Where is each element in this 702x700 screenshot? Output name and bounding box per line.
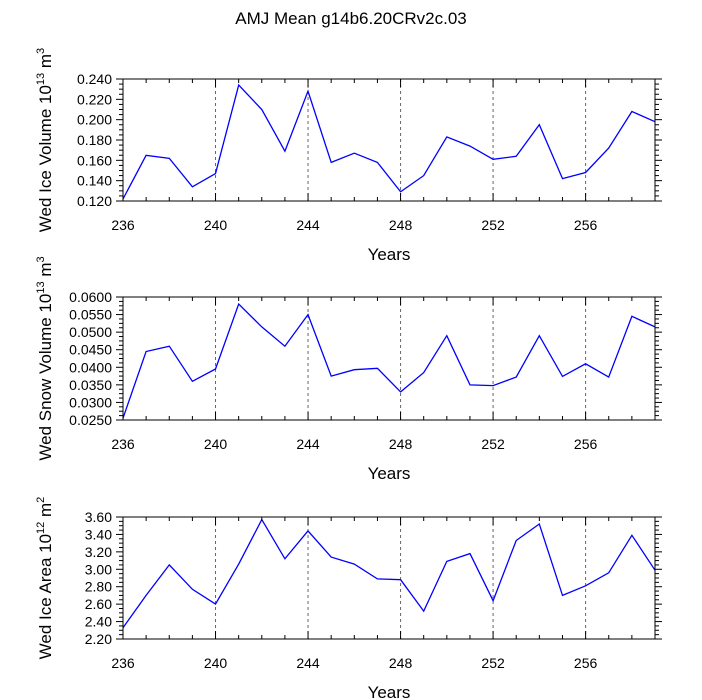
y-tick-label: 2.80	[85, 579, 112, 595]
x-tick-label: 244	[296, 436, 320, 452]
x-tick-label: 236	[111, 436, 135, 452]
y-tick-label: 0.0250	[69, 412, 112, 428]
y-tick-label: 0.0300	[69, 394, 112, 410]
x-tick-label: 240	[204, 436, 228, 452]
data-series-line	[122, 302, 656, 419]
plot-frame	[122, 516, 656, 640]
y-tick-label: 3.00	[85, 561, 112, 577]
y-tick-label: 0.0350	[69, 377, 112, 393]
y-tick-label: 3.20	[85, 544, 112, 560]
panels: 236 240 244 248 252 256 0.120 0.140 0.160 0.180 0.…	[35, 48, 662, 700]
x-tick-label: 244	[296, 217, 320, 233]
y-tick-label: 2.40	[85, 614, 112, 630]
x-tick-label: 236	[111, 655, 135, 671]
x-tick-label: 236	[111, 217, 135, 233]
y-axis-label: Wed Snow Volume 1013 m3	[35, 256, 55, 460]
x-tick-label: 252	[481, 436, 505, 452]
y-tick-label: 0.0450	[69, 342, 112, 358]
y-tick-label: 0.200	[77, 112, 112, 128]
y-tick-label: 0.0400	[69, 359, 112, 375]
figure-title: AMJ Mean g14b6.20CRv2c.03	[235, 9, 467, 28]
x-tick-label: 248	[389, 436, 413, 452]
x-tick-label: 256	[574, 436, 598, 452]
x-tick-label: 244	[296, 655, 320, 671]
chart-panel-1: 236 240 244 248 252 256 0.120 0.140 0.160 0.180 0.…	[35, 48, 662, 264]
x-tick-label: 240	[204, 217, 228, 233]
y-tick-label: 2.60	[85, 596, 112, 612]
x-axis-label: Years	[368, 683, 411, 700]
y-tick-label: 3.60	[85, 509, 112, 525]
y-tick-label: 0.220	[77, 91, 112, 107]
x-axis-label: Years	[368, 245, 411, 264]
x-tick-label: 248	[389, 217, 413, 233]
y-tick-label: 0.180	[77, 132, 112, 148]
y-tick-label: 3.40	[85, 526, 112, 542]
x-tick-label: 256	[574, 217, 598, 233]
y-tick-label: 0.0600	[69, 289, 112, 305]
y-axis-label: Wed Ice Volume 1013 m3	[35, 48, 55, 232]
data-series-line	[122, 518, 656, 629]
y-tick-label: 0.0500	[69, 324, 112, 340]
plot-frame	[122, 78, 656, 202]
y-tick-label: 0.120	[77, 193, 112, 209]
x-tick-label: 252	[481, 217, 505, 233]
y-tick-label: 0.140	[77, 173, 112, 189]
y-tick-label: 2.20	[85, 631, 112, 647]
y-tick-label: 0.240	[77, 71, 112, 87]
x-tick-label: 256	[574, 655, 598, 671]
chart-panel-3: 236 240 244 248 252 2562.202.402.602.803.003.…	[35, 497, 662, 700]
y-tick-label: 0.0550	[69, 307, 112, 323]
data-series-line	[122, 83, 656, 200]
y-tick-label: 0.160	[77, 152, 112, 168]
x-axis-label: Years	[368, 464, 411, 483]
y-axis-label: Wed Ice Area 1012 m2	[35, 497, 55, 660]
plot-frame	[122, 296, 656, 421]
x-tick-label: 252	[481, 655, 505, 671]
x-tick-label: 240	[204, 655, 228, 671]
x-tick-label: 248	[389, 655, 413, 671]
